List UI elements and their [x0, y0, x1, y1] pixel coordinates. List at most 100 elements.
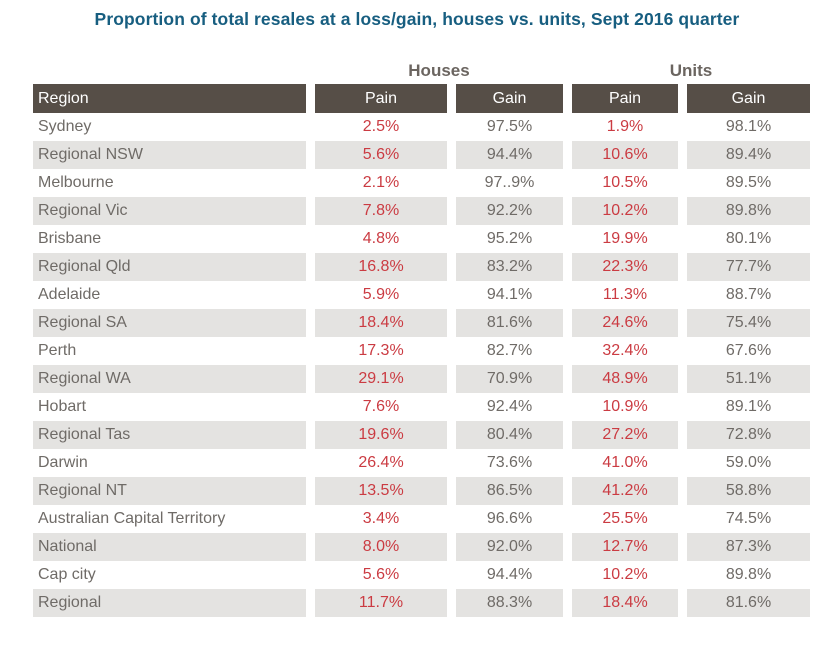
- region-cell: Adelaide: [38, 286, 101, 303]
- region-cell: Melbourne: [38, 174, 114, 191]
- table-row: Cap city 5.6% 94.4% 10.2% 89.8%: [33, 561, 810, 589]
- units-gain-cell: 89.8%: [725, 566, 772, 583]
- units-pain-cell: 1.9%: [606, 118, 644, 135]
- region-cell: Regional Qld: [33, 253, 306, 281]
- region-cell: National: [33, 533, 306, 561]
- units-pain-cell: 32.4%: [602, 342, 648, 359]
- houses-pain-cell: 5.6%: [315, 141, 447, 169]
- houses-gain-cell: 82.7%: [486, 342, 533, 359]
- houses-gain-cell: 95.2%: [486, 230, 533, 247]
- region-cell: Sydney: [38, 118, 92, 135]
- houses-pain-cell: 11.7%: [315, 589, 447, 617]
- houses-pain-cell: 2.1%: [362, 174, 400, 191]
- houses-gain-cell: 94.1%: [486, 286, 533, 303]
- units-gain-cell: 51.1%: [687, 365, 810, 393]
- region-cell: Regional NT: [33, 477, 306, 505]
- region-cell: Perth: [38, 342, 77, 359]
- units-pain-cell: 18.4%: [572, 589, 678, 617]
- column-header-houses-gain: Gain: [456, 84, 563, 113]
- units-pain-cell: 41.0%: [602, 454, 648, 471]
- units-pain-cell: 41.2%: [572, 477, 678, 505]
- table-row: Darwin 26.4% 73.6% 41.0% 59.0%: [33, 449, 810, 477]
- table-row: Regional SA 18.4% 81.6% 24.6% 75.4%: [33, 309, 810, 337]
- table-row: Regional NSW 5.6% 94.4% 10.6% 89.4%: [33, 141, 810, 169]
- table-row: Regional 11.7% 88.3% 18.4% 81.6%: [33, 589, 810, 617]
- table-row: Regional Tas 19.6% 80.4% 27.2% 72.8%: [33, 421, 810, 449]
- table-row: Hobart 7.6% 92.4% 10.9% 89.1%: [33, 393, 810, 421]
- units-gain-cell: 77.7%: [687, 253, 810, 281]
- table-row: Regional WA 29.1% 70.9% 48.9% 51.1%: [33, 365, 810, 393]
- region-cell: Regional WA: [33, 365, 306, 393]
- units-pain-cell: 19.9%: [602, 230, 648, 247]
- table-row: Regional Vic 7.8% 92.2% 10.2% 89.8%: [33, 197, 810, 225]
- units-pain-cell: 11.3%: [602, 286, 648, 303]
- units-gain-cell: 89.4%: [687, 141, 810, 169]
- units-pain-cell: 10.2%: [572, 197, 678, 225]
- units-gain-cell: 72.8%: [687, 421, 810, 449]
- region-cell: Regional Vic: [33, 197, 306, 225]
- houses-gain-cell: 70.9%: [456, 365, 563, 393]
- region-cell: Darwin: [38, 454, 88, 471]
- houses-gain-cell: 83.2%: [456, 253, 563, 281]
- column-header-houses-pain: Pain: [315, 84, 447, 113]
- houses-pain-cell: 29.1%: [315, 365, 447, 393]
- houses-gain-cell: 80.4%: [456, 421, 563, 449]
- region-cell: Cap city: [38, 566, 96, 583]
- page-title: Proportion of total resales at a loss/ga…: [94, 9, 740, 29]
- houses-pain-cell: 13.5%: [315, 477, 447, 505]
- units-gain-cell: 98.1%: [725, 118, 772, 135]
- table-row: Regional Qld 16.8% 83.2% 22.3% 77.7%: [33, 253, 810, 281]
- resales-table: Houses Units Region Pain Gain Pain Gain …: [33, 60, 810, 617]
- table-row: Adelaide 5.9% 94.1% 11.3% 88.7%: [33, 281, 810, 309]
- houses-gain-cell: 92.2%: [456, 197, 563, 225]
- houses-gain-cell: 94.4%: [456, 141, 563, 169]
- houses-gain-cell: 81.6%: [456, 309, 563, 337]
- houses-pain-cell: 5.9%: [362, 286, 400, 303]
- region-cell: Australian Capital Territory: [38, 510, 226, 527]
- units-pain-cell: 12.7%: [572, 533, 678, 561]
- table-body: Sydney 2.5% 97.5% 1.9% 98.1% Regional NS…: [33, 113, 810, 617]
- houses-gain-cell: 97.5%: [486, 118, 533, 135]
- houses-gain-cell: 92.0%: [456, 533, 563, 561]
- houses-pain-cell: 7.6%: [362, 398, 400, 415]
- units-pain-cell: 48.9%: [572, 365, 678, 393]
- table-row: Regional NT 13.5% 86.5% 41.2% 58.8%: [33, 477, 810, 505]
- houses-gain-cell: 92.4%: [486, 398, 533, 415]
- houses-gain-cell: 94.4%: [486, 566, 533, 583]
- table-header-row: Region Pain Gain Pain Gain: [33, 84, 810, 113]
- units-gain-cell: 75.4%: [687, 309, 810, 337]
- units-pain-cell: 10.5%: [602, 174, 648, 191]
- table-row: Brisbane 4.8% 95.2% 19.9% 80.1%: [33, 225, 810, 253]
- units-pain-cell: 22.3%: [572, 253, 678, 281]
- region-cell: Regional NSW: [33, 141, 306, 169]
- units-gain-cell: 87.3%: [687, 533, 810, 561]
- houses-gain-cell: 88.3%: [456, 589, 563, 617]
- units-gain-cell: 80.1%: [725, 230, 772, 247]
- region-cell: Regional: [33, 589, 306, 617]
- group-header-houses: Houses: [408, 61, 470, 80]
- houses-pain-cell: 16.8%: [315, 253, 447, 281]
- table-row: National 8.0% 92.0% 12.7% 87.3%: [33, 533, 810, 561]
- column-header-region: Region: [33, 84, 306, 113]
- column-header-units-pain: Pain: [572, 84, 678, 113]
- houses-pain-cell: 8.0%: [315, 533, 447, 561]
- table-row: Perth 17.3% 82.7% 32.4% 67.6%: [33, 337, 810, 365]
- units-gain-cell: 89.5%: [725, 174, 772, 191]
- units-gain-cell: 58.8%: [687, 477, 810, 505]
- units-pain-cell: 27.2%: [572, 421, 678, 449]
- units-gain-cell: 89.8%: [687, 197, 810, 225]
- units-pain-cell: 10.2%: [602, 566, 648, 583]
- units-gain-cell: 88.7%: [725, 286, 772, 303]
- units-pain-cell: 24.6%: [572, 309, 678, 337]
- column-header-units-gain: Gain: [687, 84, 810, 113]
- houses-pain-cell: 2.5%: [362, 118, 400, 135]
- houses-pain-cell: 18.4%: [315, 309, 447, 337]
- houses-gain-cell: 73.6%: [486, 454, 533, 471]
- houses-pain-cell: 26.4%: [358, 454, 404, 471]
- units-gain-cell: 74.5%: [725, 510, 772, 527]
- houses-pain-cell: 7.8%: [315, 197, 447, 225]
- houses-gain-cell: 96.6%: [486, 510, 533, 527]
- houses-pain-cell: 3.4%: [362, 510, 400, 527]
- region-cell: Brisbane: [38, 230, 102, 247]
